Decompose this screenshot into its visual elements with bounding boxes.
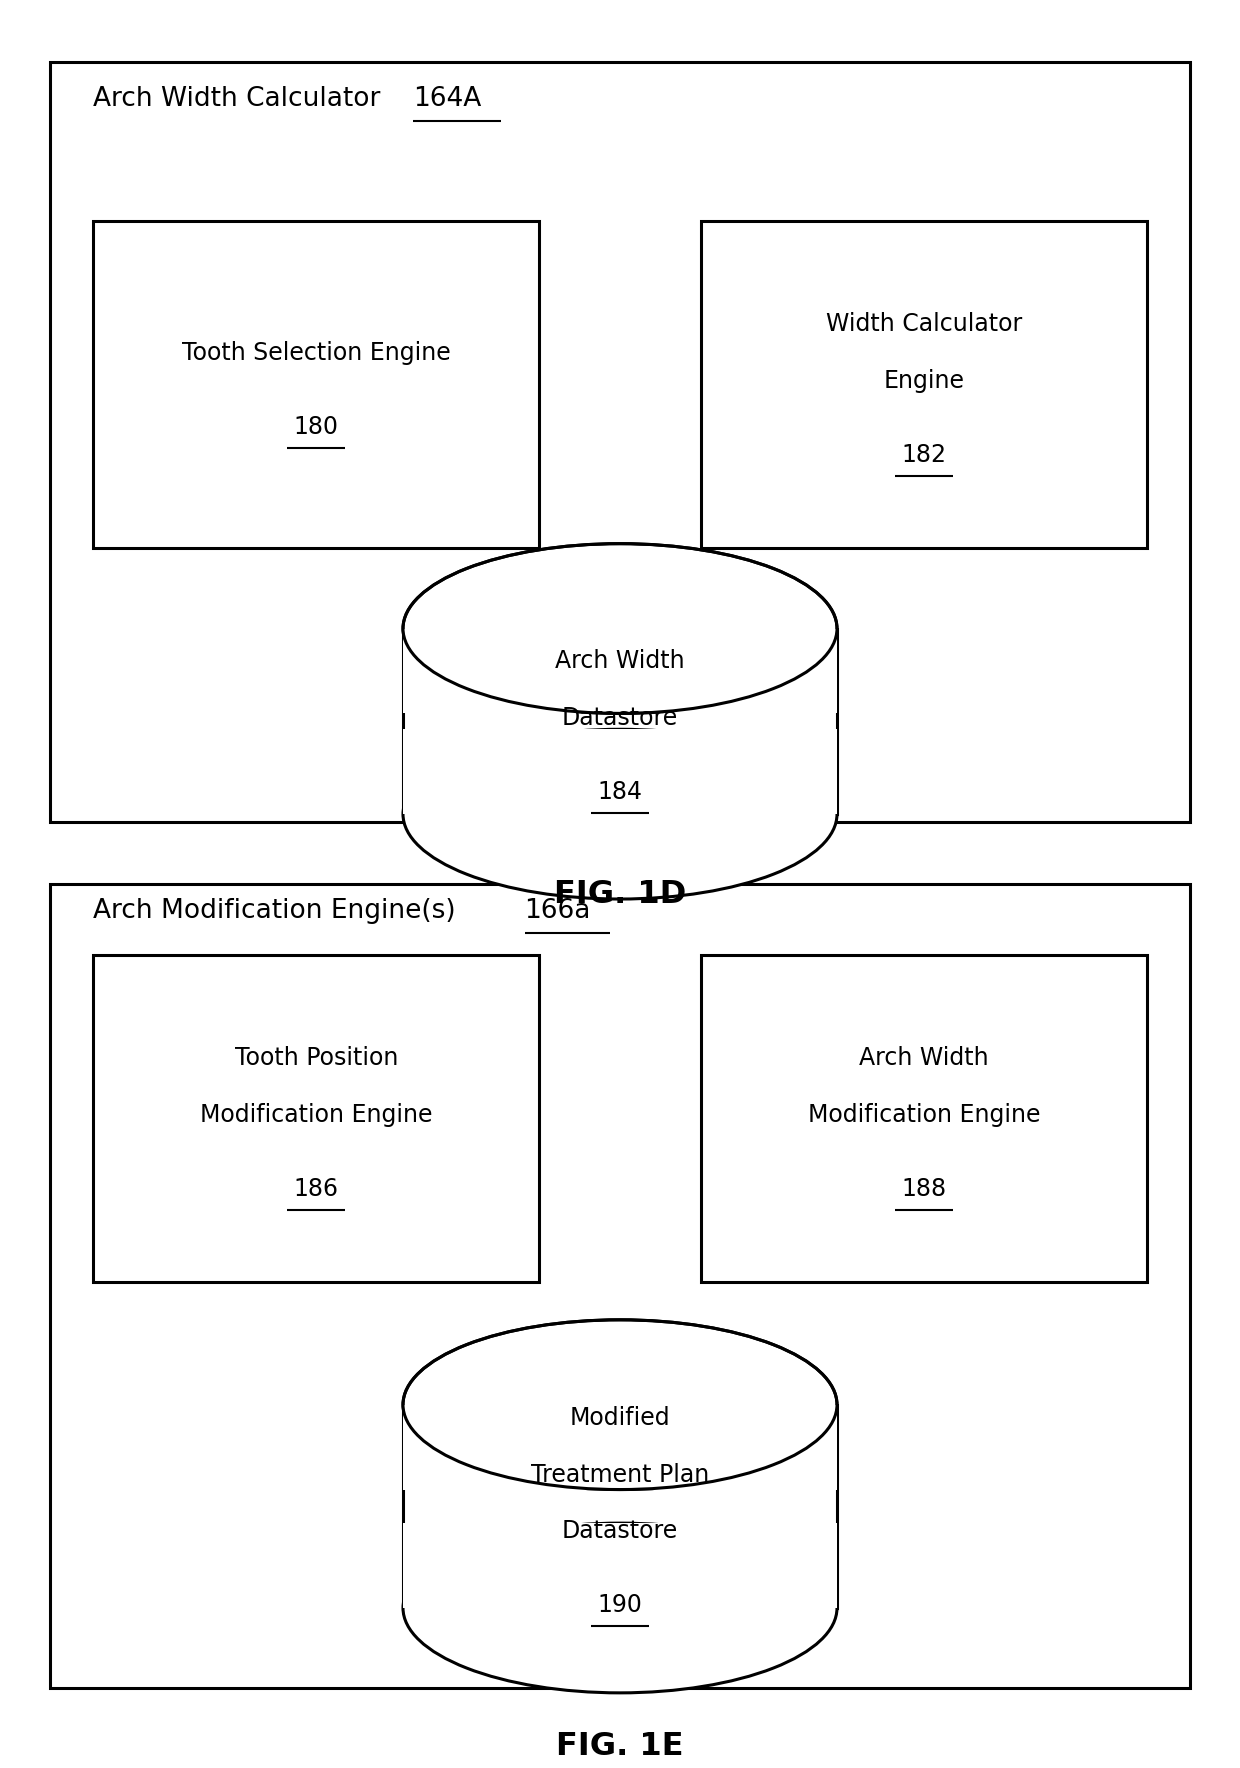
Text: Modification Engine: Modification Engine xyxy=(807,1103,1040,1126)
Ellipse shape xyxy=(403,1319,837,1489)
Text: Tooth Position: Tooth Position xyxy=(234,1047,398,1070)
Text: Datastore: Datastore xyxy=(562,1519,678,1543)
Text: Arch Width Calculator: Arch Width Calculator xyxy=(93,87,389,111)
Text: 180: 180 xyxy=(294,415,339,438)
Text: Engine: Engine xyxy=(883,370,965,392)
Text: 190: 190 xyxy=(598,1593,642,1618)
Bar xyxy=(701,955,1147,1282)
Ellipse shape xyxy=(403,728,837,898)
Text: Treatment Plan: Treatment Plan xyxy=(531,1462,709,1487)
Bar xyxy=(403,629,837,813)
Text: Width Calculator: Width Calculator xyxy=(826,313,1022,336)
Text: Arch Modification Engine(s): Arch Modification Engine(s) xyxy=(93,898,464,923)
Ellipse shape xyxy=(403,545,837,714)
Text: Tooth Selection Engine: Tooth Selection Engine xyxy=(182,341,450,364)
Bar xyxy=(93,221,539,548)
Bar xyxy=(50,62,1190,822)
Bar xyxy=(403,728,837,813)
Text: Modification Engine: Modification Engine xyxy=(200,1103,433,1126)
Bar xyxy=(403,629,837,714)
Text: Arch Width: Arch Width xyxy=(859,1047,988,1070)
Bar xyxy=(50,884,1190,1688)
Text: 188: 188 xyxy=(901,1177,946,1200)
Bar xyxy=(403,1404,837,1609)
Bar xyxy=(403,1522,837,1609)
Text: 186: 186 xyxy=(294,1177,339,1200)
Text: 166a: 166a xyxy=(525,898,591,923)
Bar xyxy=(701,221,1147,548)
Text: Arch Width: Arch Width xyxy=(556,649,684,674)
Bar xyxy=(403,1404,837,1489)
Bar xyxy=(93,955,539,1282)
Text: 182: 182 xyxy=(901,444,946,467)
Text: FIG. 1D: FIG. 1D xyxy=(554,879,686,911)
Text: 164A: 164A xyxy=(413,87,481,111)
Text: Modified: Modified xyxy=(569,1406,671,1430)
Text: FIG. 1E: FIG. 1E xyxy=(557,1731,683,1763)
Ellipse shape xyxy=(403,1522,837,1694)
Text: 184: 184 xyxy=(598,780,642,804)
Text: Datastore: Datastore xyxy=(562,705,678,730)
